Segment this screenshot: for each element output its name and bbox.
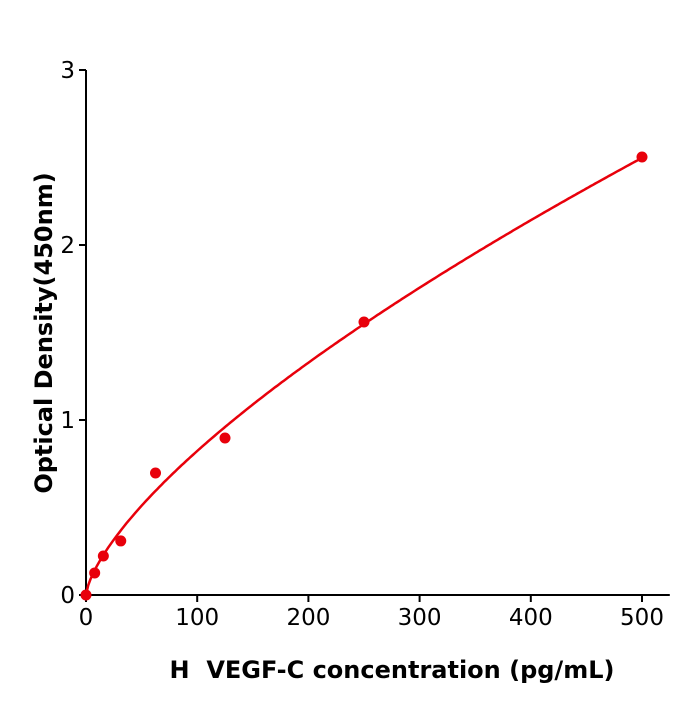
data-point (80, 589, 92, 601)
data-point (358, 316, 370, 328)
data-point (89, 567, 101, 579)
x-tick-label: 300 (398, 605, 442, 631)
x-tick-label: 500 (620, 605, 664, 631)
fit-curve (84, 156, 643, 596)
x-tick-label: 200 (286, 605, 330, 631)
data-point (115, 535, 127, 547)
data-point (150, 467, 161, 479)
x-axis-label: H VEGF-C concentration (pg/mL) (170, 656, 615, 684)
y-tick-label: 2 (60, 233, 75, 259)
y-tick-label: 3 (60, 58, 75, 84)
data-points (80, 151, 648, 601)
x-tick-label: 400 (509, 605, 553, 631)
axes: 0 100 200 300 400 500 0 1 2 3 (60, 58, 670, 631)
x-tick-label: 100 (175, 605, 219, 631)
data-point (636, 151, 648, 163)
data-point (97, 550, 109, 562)
y-tick-label: 0 (60, 583, 75, 609)
x-tick-label: 0 (79, 605, 94, 631)
y-axis-label: Optical Density(450nm) (30, 172, 58, 493)
data-point (219, 432, 231, 444)
y-tick-label: 1 (60, 408, 75, 434)
